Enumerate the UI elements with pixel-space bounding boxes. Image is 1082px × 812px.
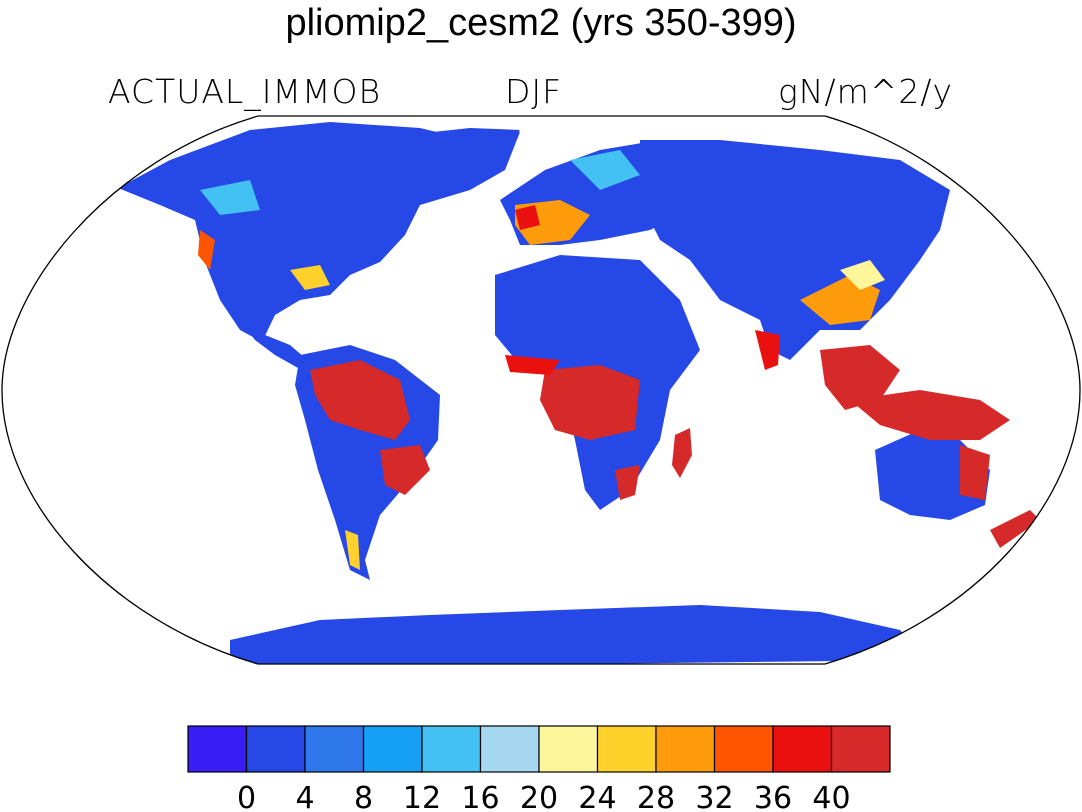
map-title: pliomip2_cesm2 (yrs 350-399)	[285, 2, 797, 44]
brazil-east-high	[380, 445, 430, 495]
land-antarctica	[230, 605, 930, 664]
se-africa-high	[615, 465, 640, 500]
colorbar-box-10	[772, 725, 833, 773]
colorbar-tick-4: 4	[295, 781, 314, 812]
congo-high	[540, 365, 640, 440]
land-madagascar	[672, 428, 692, 478]
land-central-america	[240, 320, 305, 368]
new-zealand-high	[990, 510, 1040, 548]
west-africa-high	[505, 355, 560, 375]
east-australia-high	[960, 445, 990, 500]
colorbar-boxes	[187, 725, 891, 773]
colorbar-box-2	[304, 725, 365, 773]
colorbar-tick-16: 16	[461, 781, 499, 812]
amazon-high	[310, 360, 410, 440]
west-us-red	[198, 230, 215, 270]
alaska-light	[200, 180, 260, 215]
season-label: DJF	[505, 72, 563, 111]
colorbar-box-4	[421, 725, 482, 773]
colorbar-ticks: 0 4 8 12 16 20 24 28 32 36 40	[237, 781, 851, 812]
colorbar-box-6	[538, 725, 599, 773]
colorbar-box-3	[362, 725, 423, 773]
colorbar-tick-8: 8	[354, 781, 373, 812]
colorbar-tick-24: 24	[578, 781, 616, 812]
colorbar-tick-40: 40	[812, 781, 850, 812]
globe-outline	[1, 115, 1081, 665]
india-red	[755, 330, 780, 370]
colorbar-box-0	[187, 725, 248, 773]
colorbar-tick-0: 0	[237, 781, 256, 812]
colorbar-box-11	[830, 725, 891, 773]
china-yellow	[840, 260, 885, 290]
chile-yellow	[345, 530, 360, 570]
colorbar-box-8	[655, 725, 716, 773]
colorbar-box-5	[479, 725, 540, 773]
land-greenland	[405, 128, 520, 200]
colorbar-tick-28: 28	[637, 781, 675, 812]
colorbar-box-1	[245, 725, 306, 773]
variable-label: ACTUAL_IMMOB	[108, 72, 382, 111]
colorbar-tick-20: 20	[520, 781, 558, 812]
colorbar-box-7	[596, 725, 657, 773]
colorbar-tick-36: 36	[754, 781, 792, 812]
colorbar-box-9	[713, 725, 774, 773]
se-asia-high	[820, 345, 900, 410]
units-label: gN/m^2/y	[778, 72, 954, 111]
colorbar-tick-12: 12	[403, 781, 441, 812]
us-east-yellow	[290, 265, 330, 290]
indonesia-high	[850, 390, 1010, 440]
land-north-america	[118, 122, 520, 342]
scandinavia-light	[570, 150, 640, 190]
colorbar-tick-32: 32	[695, 781, 733, 812]
europe-red	[515, 205, 540, 230]
